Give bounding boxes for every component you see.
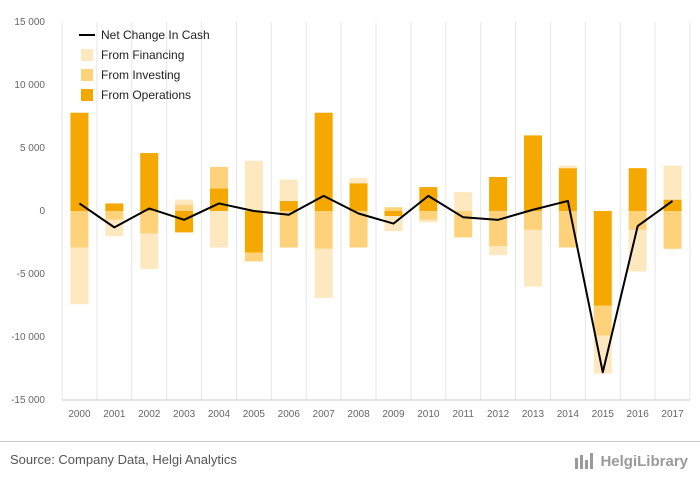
source-text: Source: Company Data, Helgi Analytics (10, 452, 237, 467)
bar-from-operations[interactable] (279, 200, 298, 211)
bar-from-operations[interactable] (140, 153, 159, 211)
net-change-line (78, 194, 674, 374)
bar-from-financing[interactable] (558, 165, 577, 169)
footer: Source: Company Data, Helgi Analytics He… (0, 441, 700, 483)
legend-label[interactable]: From Investing (101, 68, 180, 82)
y-tick-label: -10 000 (11, 332, 45, 343)
bar-from-investing[interactable] (663, 211, 682, 249)
bar-from-investing[interactable] (175, 204, 194, 211)
bar-from-operations[interactable] (419, 187, 438, 211)
bar-from-financing[interactable] (524, 229, 542, 287)
bar-from-financing[interactable] (140, 233, 159, 269)
bar-from-operations[interactable] (349, 183, 368, 211)
bar-from-operations[interactable] (593, 211, 612, 306)
net-change-series-line[interactable] (78, 194, 674, 374)
x-tick-label: 2003 (173, 409, 196, 420)
x-tick-label: 2001 (103, 409, 126, 420)
y-tick-label: 0 (39, 206, 45, 217)
bar-from-financing[interactable] (628, 229, 647, 272)
bar-from-financing[interactable] (210, 211, 228, 248)
x-tick-label: 2004 (208, 409, 231, 420)
legend: Net Change In Cash From Financing From Inv… (79, 28, 210, 102)
x-tick-label: 2008 (347, 409, 370, 420)
bar-from-financing[interactable] (349, 178, 368, 184)
y-tick-label: -5 000 (17, 269, 46, 280)
x-tick-label: 2007 (313, 409, 336, 420)
bar-from-investing[interactable] (244, 252, 263, 262)
bar-from-financing[interactable] (244, 160, 263, 211)
bar-from-operations[interactable] (628, 168, 647, 211)
bar-from-investing[interactable] (419, 211, 438, 220)
bar-from-operations[interactable] (175, 211, 194, 233)
x-tick-label: 2010 (417, 409, 440, 420)
bar-from-investing[interactable] (314, 211, 333, 249)
x-tick-label: 2017 (661, 409, 684, 420)
x-tick-label: 2015 (592, 409, 615, 420)
bar-from-investing[interactable] (140, 211, 159, 234)
bar-from-investing[interactable] (628, 211, 647, 230)
x-tick-label: 2002 (138, 409, 161, 420)
x-tick-label: 2013 (522, 409, 545, 420)
library-icon (575, 453, 594, 469)
x-tick-label: 2011 (452, 409, 474, 420)
bar-from-financing[interactable] (489, 246, 508, 256)
x-tick-label: 2000 (68, 409, 91, 420)
x-tick-label: 2009 (382, 409, 405, 420)
brand-name: HelgiLibrary (600, 452, 688, 470)
helgi-library-logo[interactable]: HelgiLibrary (574, 450, 688, 472)
bar-from-investing[interactable] (593, 305, 612, 336)
bar-from-operations[interactable] (70, 112, 89, 211)
x-tick-label: 2016 (627, 409, 650, 420)
bar-from-operations[interactable] (314, 112, 333, 211)
legend-swatch (81, 89, 93, 101)
bar-from-financing[interactable] (663, 165, 682, 200)
legend-label[interactable]: From Financing (101, 48, 184, 62)
bar-from-investing[interactable] (105, 211, 124, 220)
y-tick-label: -15 000 (11, 395, 45, 406)
legend-swatch (81, 69, 93, 81)
bar-from-operations[interactable] (244, 211, 263, 253)
bar-from-financing[interactable] (419, 219, 438, 223)
x-tick-label: 2012 (487, 409, 510, 420)
bar-from-operations[interactable] (558, 168, 577, 211)
bar-from-operations[interactable] (489, 176, 508, 211)
grid-lines (61, 22, 691, 400)
bar-from-operations[interactable] (524, 135, 542, 211)
bar-from-financing[interactable] (454, 192, 473, 211)
x-tick-label: 2005 (243, 409, 266, 420)
y-tick-label: 5 000 (20, 143, 45, 154)
bar-from-financing[interactable] (314, 248, 333, 298)
bar-from-financing[interactable] (70, 247, 89, 305)
bar-from-investing[interactable] (279, 211, 298, 248)
bar-from-investing[interactable] (489, 211, 508, 247)
cash-flow-chart: -15 000 -10 000 -5 000 0 5 000 10 000 15 000 2… (11, 17, 691, 420)
x-tick-label: 2006 (278, 409, 301, 420)
x-axis: 2000 2001 2002 2003 2004 2005 2006 2007 2008 2009… (62, 399, 690, 420)
bar-from-investing[interactable] (210, 166, 228, 189)
bar-from-operations[interactable] (105, 203, 124, 211)
bar-from-investing[interactable] (349, 211, 368, 248)
y-tick-label: 15 000 (14, 17, 45, 28)
legend-swatch (81, 49, 93, 61)
bar-from-investing[interactable] (384, 207, 403, 211)
bar-from-investing[interactable] (70, 211, 89, 248)
bar-from-financing[interactable] (279, 179, 298, 201)
legend-label[interactable]: Net Change In Cash (101, 28, 210, 42)
bar-from-financing[interactable] (175, 199, 194, 205)
bar-from-operations[interactable] (384, 211, 403, 217)
bar-from-investing[interactable] (454, 211, 473, 238)
legend-label[interactable]: From Operations (101, 88, 191, 102)
y-axis: -15 000 -10 000 -5 000 0 5 000 10 000 15 000 (11, 17, 45, 406)
bar-from-operations[interactable] (210, 188, 228, 211)
bar-from-investing[interactable] (524, 211, 542, 230)
x-tick-label: 2014 (557, 409, 580, 420)
bar-from-operations[interactable] (663, 199, 682, 211)
y-tick-label: 10 000 (14, 80, 45, 91)
